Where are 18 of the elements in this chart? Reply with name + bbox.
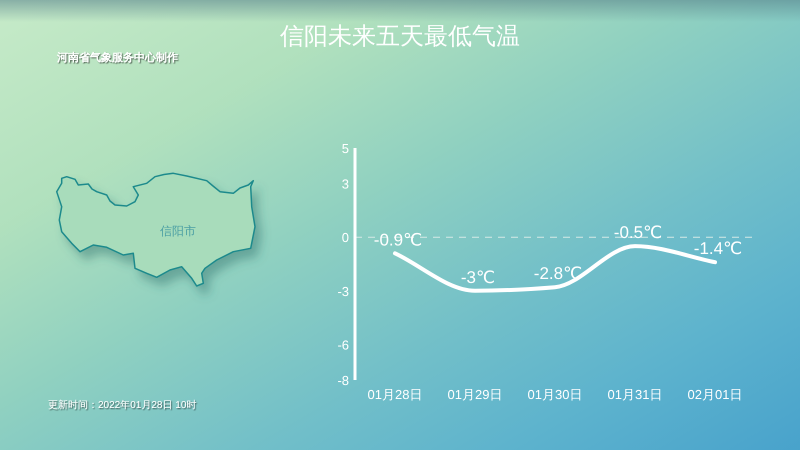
x-tick-label: 01月31日 (608, 387, 662, 402)
y-tick-label: 0 (342, 230, 349, 246)
y-tick-label: -8 (337, 373, 349, 388)
x-tick-label: 02月01日 (688, 387, 742, 402)
y-tick-label: 3 (342, 176, 349, 192)
y-tick-label: -3 (337, 284, 349, 299)
text: 信阳市 (160, 224, 196, 238)
text: 河南省气象服务中心制作 (56, 51, 178, 64)
data-label: -1.4℃ (694, 239, 742, 258)
title: 信阳未来五天最低气温 (280, 23, 520, 50)
x-tick-label: 01月30日 (528, 387, 582, 402)
text: 更新时间：2022年01月28日 10时 (48, 399, 196, 411)
x-tick-label: 01月29日 (448, 387, 502, 402)
data-label: -3℃ (460, 268, 496, 287)
x-tick-label: 01月28日 (368, 387, 422, 402)
y-tick-label: -6 (337, 337, 349, 352)
y-tick-label: 5 (342, 141, 349, 156)
data-label: -0.9℃ (374, 230, 422, 250)
